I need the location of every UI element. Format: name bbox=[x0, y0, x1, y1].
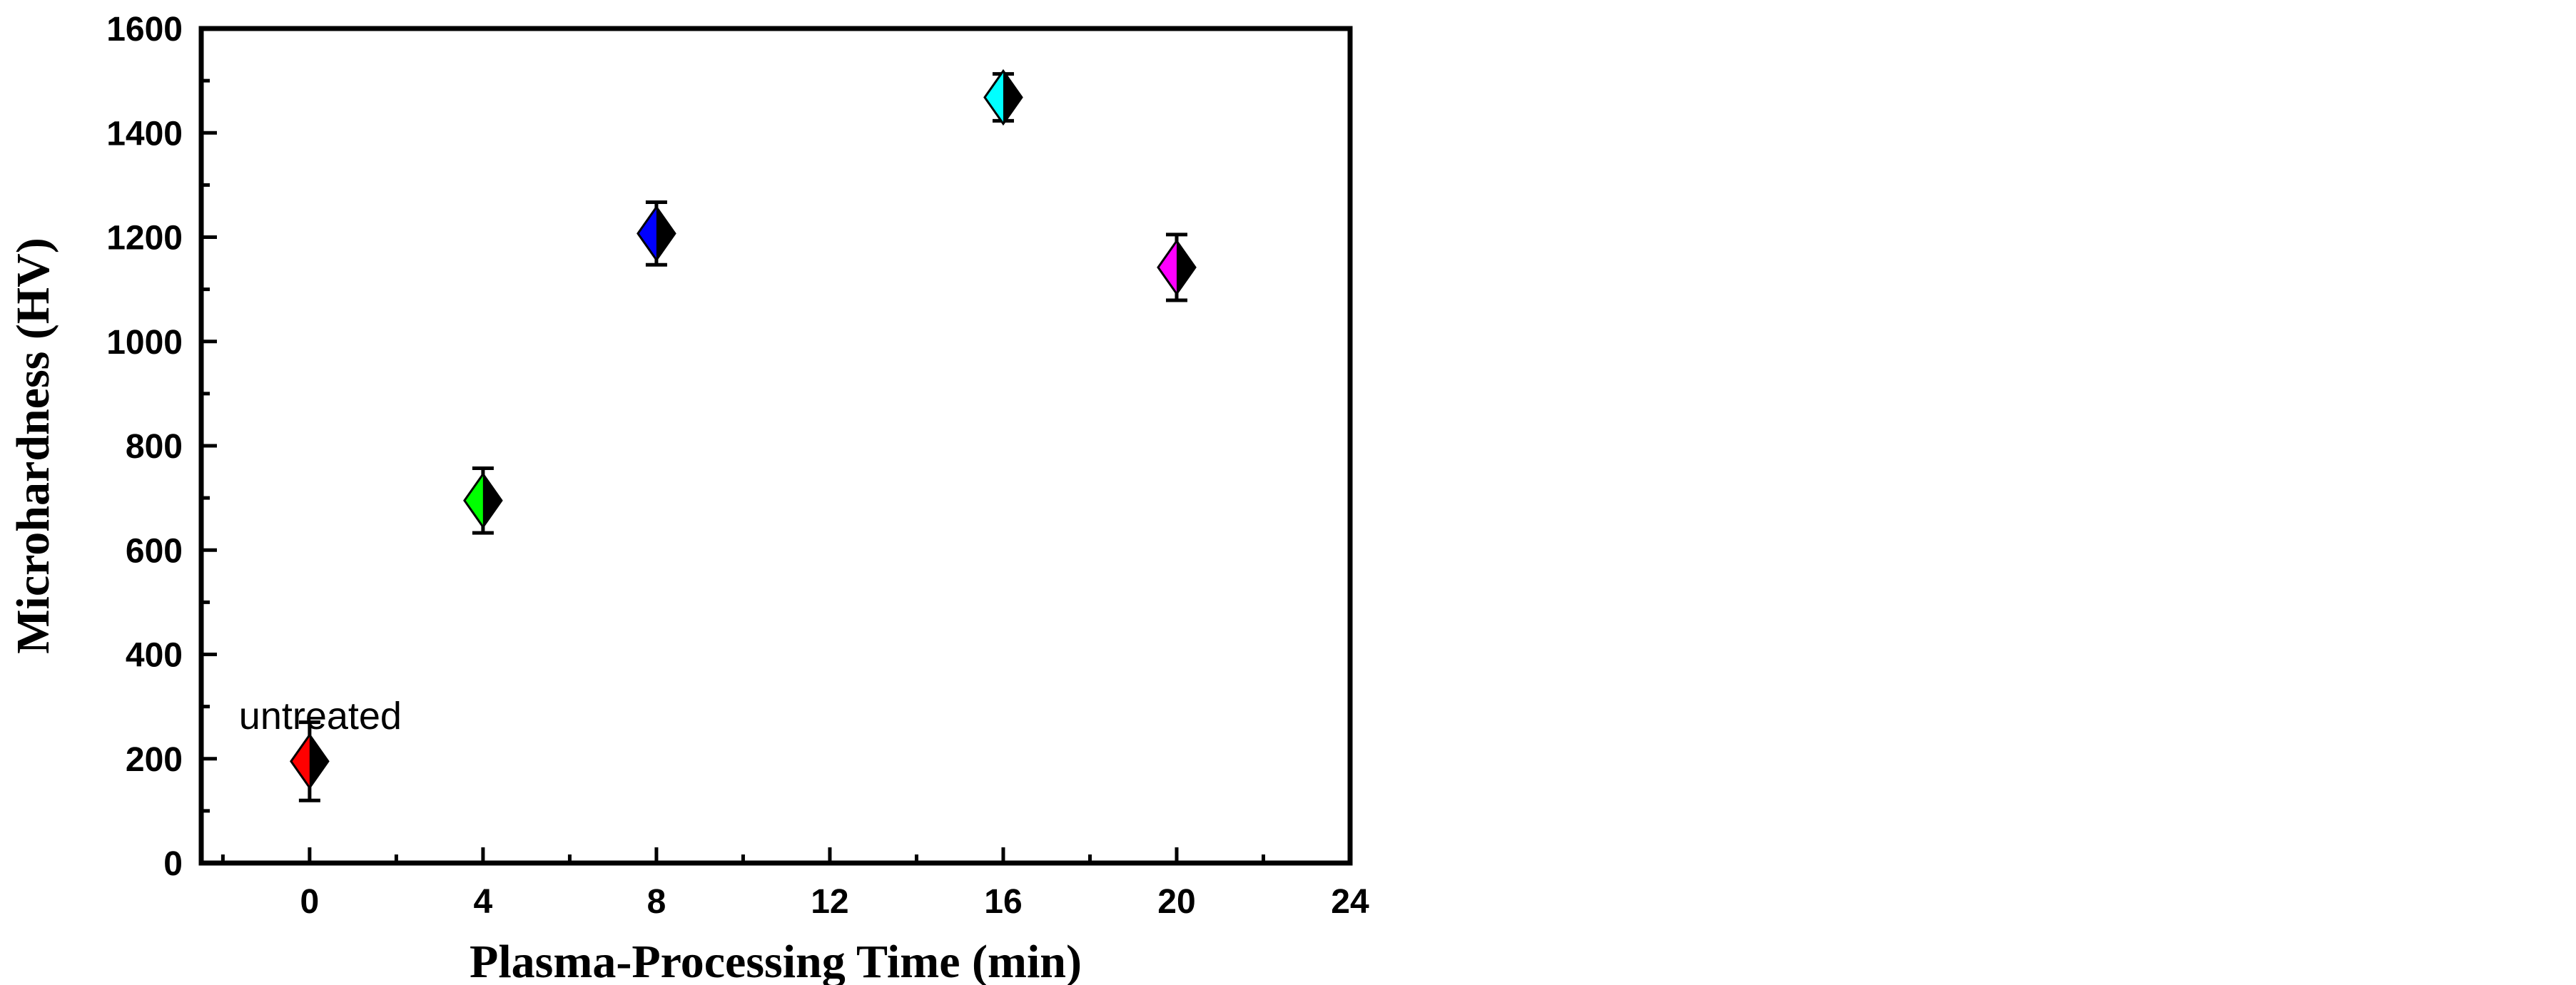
marker-outline bbox=[463, 472, 503, 529]
y-axis-title: Microhardness (HV) bbox=[7, 238, 59, 654]
data-point-3 bbox=[983, 68, 1023, 126]
marker-outline bbox=[290, 733, 330, 790]
marker-left-half bbox=[1157, 240, 1177, 294]
marker-left-half bbox=[637, 207, 656, 260]
x-tick-label: 20 bbox=[1157, 883, 1195, 921]
x-tick-label: 24 bbox=[1331, 883, 1369, 921]
data-point-1 bbox=[463, 466, 503, 535]
y-tick-label: 1000 bbox=[106, 324, 183, 362]
marker-right-half bbox=[1176, 240, 1195, 294]
marker-right-half bbox=[1003, 71, 1022, 124]
marker-right-half bbox=[482, 474, 502, 527]
marker-outline bbox=[637, 205, 676, 262]
untreated-annotation: untreated bbox=[239, 695, 402, 738]
y-tick-label: 1600 bbox=[106, 11, 183, 49]
y-tick-label: 600 bbox=[126, 532, 183, 570]
plot-frame bbox=[198, 26, 1353, 866]
y-tick-label: 800 bbox=[126, 428, 183, 466]
y-tick-label: 0 bbox=[163, 845, 183, 883]
y-tick-label: 1400 bbox=[106, 115, 183, 153]
tick-labels: 0 4 8 12 16 20 24 0 200 400 600 800 1000 1200 1400 1600 bbox=[106, 11, 1369, 921]
x-tick-label: 4 bbox=[474, 883, 493, 921]
marker-outline bbox=[983, 68, 1023, 126]
marker-left-half bbox=[464, 474, 483, 527]
data-point-2 bbox=[637, 200, 676, 267]
marker-right-half bbox=[309, 735, 328, 788]
x-tick-label: 8 bbox=[647, 883, 666, 921]
x-axis-title: Plasma-Processing Time (min) bbox=[470, 936, 1082, 985]
x-tick-label: 0 bbox=[300, 883, 320, 921]
x-tick-label: 16 bbox=[984, 883, 1022, 921]
marker-outline bbox=[1157, 239, 1197, 296]
y-tick-label: 1200 bbox=[106, 220, 183, 257]
data-point-0 bbox=[290, 720, 330, 802]
data-point-4 bbox=[1157, 233, 1197, 302]
marker-left-half bbox=[290, 735, 310, 788]
x-tick-label: 12 bbox=[811, 883, 848, 921]
y-tick-label: 400 bbox=[126, 637, 183, 675]
marker-left-half bbox=[984, 71, 1003, 124]
y-tick-label: 200 bbox=[126, 741, 183, 779]
data-points bbox=[290, 68, 1197, 802]
marker-right-half bbox=[656, 207, 675, 260]
